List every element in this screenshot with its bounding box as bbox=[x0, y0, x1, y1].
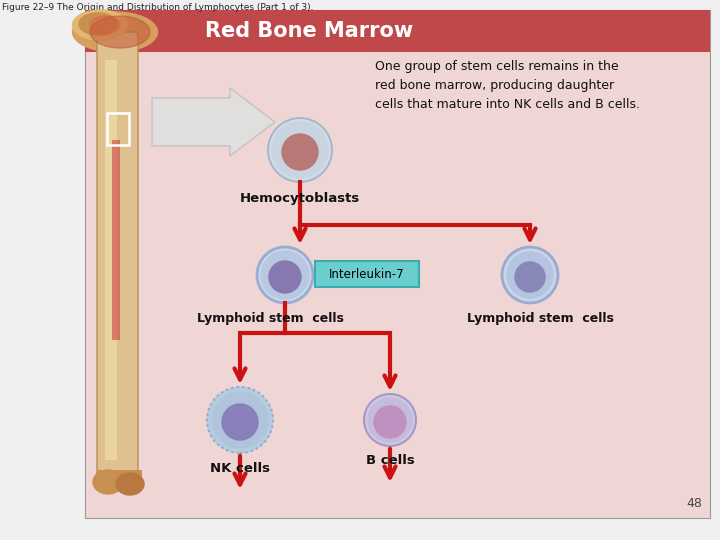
Ellipse shape bbox=[268, 118, 332, 182]
Ellipse shape bbox=[79, 13, 117, 35]
Ellipse shape bbox=[93, 470, 123, 494]
Text: Lymphoid stem  cells: Lymphoid stem cells bbox=[197, 312, 343, 325]
Ellipse shape bbox=[212, 392, 268, 448]
Text: NK cells: NK cells bbox=[210, 462, 270, 475]
Ellipse shape bbox=[257, 247, 313, 303]
Bar bbox=[107, 113, 129, 145]
Ellipse shape bbox=[73, 12, 158, 52]
Bar bbox=[85, 10, 710, 52]
Polygon shape bbox=[152, 88, 275, 156]
Ellipse shape bbox=[364, 394, 416, 446]
Bar bbox=[97, 470, 142, 490]
Bar bbox=[112, 140, 120, 340]
Bar bbox=[85, 10, 710, 518]
FancyBboxPatch shape bbox=[97, 32, 138, 483]
Ellipse shape bbox=[282, 134, 318, 170]
Ellipse shape bbox=[515, 262, 545, 292]
Text: Interleukin-7: Interleukin-7 bbox=[329, 267, 405, 280]
Text: One group of stem cells remains in the
red bone marrow, producing daughter
cells: One group of stem cells remains in the r… bbox=[375, 60, 640, 111]
Ellipse shape bbox=[90, 16, 150, 48]
Text: Figure 22–9 The Origin and Distribution of Lymphocytes (Part 1 of 3).: Figure 22–9 The Origin and Distribution … bbox=[2, 3, 313, 12]
Text: 48: 48 bbox=[686, 497, 702, 510]
Ellipse shape bbox=[116, 473, 144, 495]
Bar bbox=[105, 60, 117, 460]
Ellipse shape bbox=[269, 261, 301, 293]
Text: Hemocytoblasts: Hemocytoblasts bbox=[240, 192, 360, 205]
Ellipse shape bbox=[222, 404, 258, 440]
Ellipse shape bbox=[507, 252, 553, 298]
Text: Lymphoid stem  cells: Lymphoid stem cells bbox=[467, 312, 613, 325]
Ellipse shape bbox=[90, 16, 120, 34]
Ellipse shape bbox=[272, 122, 328, 178]
Ellipse shape bbox=[73, 10, 127, 40]
FancyBboxPatch shape bbox=[315, 261, 419, 287]
Ellipse shape bbox=[368, 398, 412, 442]
Text: B cells: B cells bbox=[366, 454, 415, 467]
Bar bbox=[112, 140, 120, 340]
Ellipse shape bbox=[207, 387, 273, 453]
Ellipse shape bbox=[261, 251, 309, 299]
Ellipse shape bbox=[502, 247, 558, 303]
Ellipse shape bbox=[374, 406, 406, 438]
Text: Red Bone Marrow: Red Bone Marrow bbox=[205, 21, 413, 41]
